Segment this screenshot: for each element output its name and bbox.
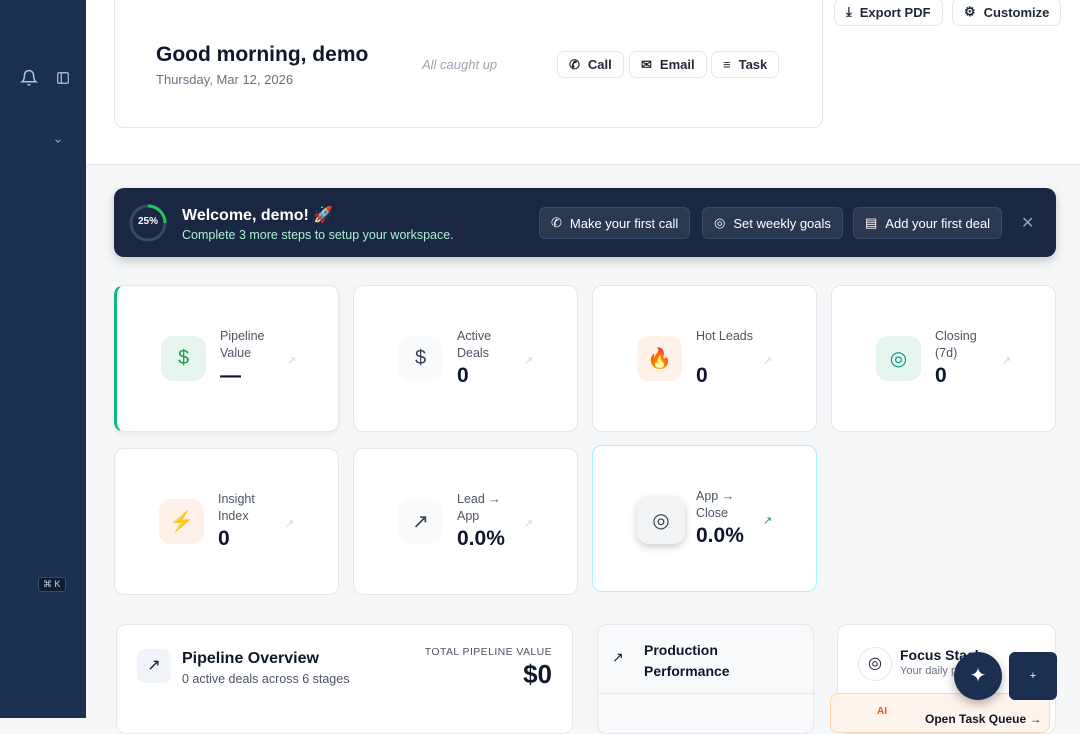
trend-arrow: ↗ xyxy=(524,518,534,530)
task-button[interactable]: ≡ Task xyxy=(711,51,780,78)
stat-label: Insight Index xyxy=(218,492,255,523)
add-fab[interactable]: + xyxy=(1009,652,1057,700)
label: Add your first deal xyxy=(885,215,991,231)
icon: ✆ xyxy=(569,56,580,72)
focus-card: ◎ Focus Stack Your daily p AI Open Task … xyxy=(830,624,1056,734)
icon: ⤓ xyxy=(846,4,852,19)
first-deal-button[interactable]: ▤ Add your first deal xyxy=(853,207,1003,239)
stat-label: Closing (7d) xyxy=(935,329,977,360)
stat-value: 0 xyxy=(696,364,708,387)
icon: ≡ xyxy=(723,57,731,72)
stat-label: App → Close xyxy=(696,489,735,520)
trend-arrow: ↗ xyxy=(763,355,773,367)
stat-icon: ◎ xyxy=(637,496,685,544)
stat-label: Lead → App xyxy=(457,492,501,523)
stat-card: $ Pipeline Value — ↗ xyxy=(114,285,339,432)
stat-card: ⚡ Insight Index 0 ↗ xyxy=(114,448,339,595)
greeting-card: Good morning, demo Thursday, Mar 12, 202… xyxy=(114,0,823,128)
email-button[interactable]: ✉ Email xyxy=(629,51,707,78)
production-title: Production Performance xyxy=(644,642,730,679)
label: Email xyxy=(659,57,695,72)
icon: ✉ xyxy=(641,56,652,72)
total-label: TOTAL PIPELINE VALUE xyxy=(424,646,552,658)
label: Export PDF xyxy=(859,4,931,20)
progress-ring xyxy=(129,204,167,242)
stat-card: ◎ App → Close 0.0% ↗ xyxy=(592,445,817,592)
stat-card: 🔥 Hot Leads 0 ↗ xyxy=(592,285,817,432)
stat-value: 0 xyxy=(457,364,469,387)
label: Make your first call xyxy=(569,215,679,231)
stat-value: 0 xyxy=(935,364,947,387)
icon: ◎ xyxy=(714,215,726,230)
stat-icon: ↗ xyxy=(398,499,443,544)
icon: ↗ xyxy=(137,649,171,683)
icon: ✆ xyxy=(551,215,562,230)
stat-label: Hot Leads xyxy=(696,329,753,343)
welcome-subtitle: Complete 3 more steps to setup your work… xyxy=(182,228,454,242)
icon: ▤ xyxy=(865,215,878,230)
first-call-button[interactable]: ✆ Make your first call xyxy=(539,207,691,239)
bell-icon[interactable] xyxy=(20,69,38,87)
label: Call xyxy=(587,57,612,72)
call-button[interactable]: ✆ Call xyxy=(557,51,624,78)
stat-icon: ⚡ xyxy=(159,499,204,544)
stat-card: $ Active Deals 0 ↗ xyxy=(353,285,578,432)
stat-card: ◎ Closing (7d) 0 ↗ xyxy=(831,285,1056,432)
export-button[interactable]: ⤓ Export PDF xyxy=(834,0,943,26)
sidebar: ⌘ K xyxy=(0,0,86,718)
trend-arrow: ↗ xyxy=(763,515,773,527)
pipeline-title: Pipeline Overview xyxy=(182,650,319,667)
date: Thursday, Mar 12, 2026 xyxy=(156,72,294,87)
stat-icon: ◎ xyxy=(876,336,921,381)
production-card: ↗ Production Performance xyxy=(597,624,815,734)
stat-label: Active Deals xyxy=(457,329,492,360)
stat-label: Pipeline Value xyxy=(220,329,265,360)
stat-value: 0.0% xyxy=(696,524,744,547)
pipeline-subtitle: 0 active deals across 6 stages xyxy=(182,672,350,686)
progress-label: 25% xyxy=(137,216,158,227)
label: Task xyxy=(738,57,768,72)
trend-arrow: ↗ xyxy=(524,355,534,367)
icon: ↗ xyxy=(612,649,624,665)
trend-arrow: ↗ xyxy=(1002,355,1012,367)
goals-button[interactable]: ◎ Set weekly goals xyxy=(702,207,843,239)
stat-icon: 🔥 xyxy=(637,336,682,381)
collapse-icon[interactable] xyxy=(56,71,70,85)
status: All caught up xyxy=(422,57,498,72)
icon: ◎ xyxy=(858,647,892,681)
trend-arrow: ↗ xyxy=(287,355,297,367)
trend-arrow: ↗ xyxy=(285,518,295,530)
ai-badge: AI xyxy=(877,706,887,717)
greeting: Good morning, demo xyxy=(156,43,369,66)
close-button[interactable]: ✕ xyxy=(1021,215,1035,232)
stat-icon: $ xyxy=(161,336,206,381)
stat-icon: $ xyxy=(398,336,443,381)
stat-value: 0 xyxy=(218,527,230,550)
chevron[interactable] xyxy=(52,136,64,146)
customize-button[interactable]: ⚙ Customize xyxy=(952,0,1062,26)
welcome-title: Welcome, demo! 🚀 xyxy=(182,207,334,224)
total-value: $0 xyxy=(523,659,552,689)
divider xyxy=(598,693,815,694)
focus-subtitle: Your daily p xyxy=(900,665,958,677)
ai-fab[interactable]: ✦ xyxy=(954,652,1002,700)
queue-link[interactable]: Open Task Queue → xyxy=(925,712,1042,726)
stat-value: — xyxy=(220,364,241,387)
stat-value: 0.0% xyxy=(457,527,505,550)
label: Customize xyxy=(983,4,1050,20)
label: Set weekly goals xyxy=(733,215,831,231)
stat-card: ↗ Lead → App 0.0% ↗ xyxy=(353,448,578,595)
icon: ⚙ xyxy=(964,4,976,19)
shortcut: ⌘ K xyxy=(38,577,66,592)
